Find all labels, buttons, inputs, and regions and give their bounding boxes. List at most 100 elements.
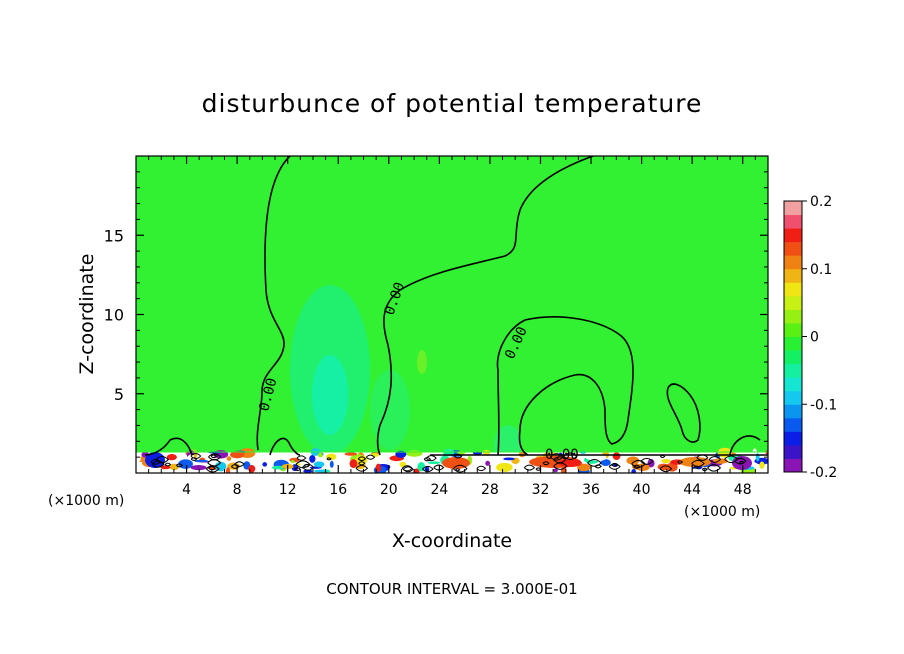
warm-spot xyxy=(417,350,427,374)
surface-contour xyxy=(175,463,184,468)
surface-anomaly xyxy=(193,450,197,459)
surface-contour xyxy=(326,457,332,461)
surface-contour xyxy=(205,465,220,473)
colorbar-swatch xyxy=(784,228,802,243)
x-axis-label: X-coordinate xyxy=(392,530,512,552)
surface-anomaly xyxy=(631,468,636,473)
surface-anomaly xyxy=(309,454,316,463)
surface-contour xyxy=(151,460,165,468)
surface-anomaly xyxy=(561,466,567,473)
surface-anomaly xyxy=(326,453,337,461)
surface-contour xyxy=(542,461,550,466)
colorbar-tick-label: 0 xyxy=(810,330,819,346)
colorbar-swatch xyxy=(784,268,802,283)
x-tick-label: 32 xyxy=(532,482,550,498)
x-axis: 4 8 12 16 20 24 28 32 36 40 44 48 xyxy=(148,156,756,498)
surface-anomaly xyxy=(600,459,611,466)
surface-contour xyxy=(164,462,172,467)
y-tick-label: 15 xyxy=(104,226,124,245)
surface-contour xyxy=(208,466,216,471)
x-tick-label: 44 xyxy=(683,482,701,498)
surface-anomaly xyxy=(215,461,227,472)
surface-contour xyxy=(296,455,307,461)
colorbar-swatch xyxy=(784,214,802,229)
surface-anomaly xyxy=(329,460,334,468)
colorbar-swatch xyxy=(784,377,802,392)
contour-line xyxy=(376,156,594,456)
x-tick-label: 20 xyxy=(380,482,398,498)
surface-anomaly xyxy=(399,461,407,468)
colorbar-swatch xyxy=(784,255,802,270)
surface-anomaly xyxy=(496,462,513,472)
x-axis-unit-left: (×1000 m) xyxy=(48,493,124,509)
surface-anomaly xyxy=(166,454,177,461)
surface-anomaly xyxy=(313,461,325,468)
colorbar-swatch xyxy=(784,241,802,256)
x-tick-label: 12 xyxy=(279,482,297,498)
surface-contour xyxy=(701,467,708,472)
surface-contour xyxy=(355,464,369,472)
surface-anomaly xyxy=(136,454,141,463)
surface-contour xyxy=(155,455,170,464)
surface-contour xyxy=(455,468,461,472)
surface-anomaly xyxy=(405,450,423,457)
surface-contour xyxy=(677,460,684,464)
surface-contour xyxy=(631,459,646,468)
x-tick-label: 4 xyxy=(182,482,191,498)
x-tick-label: 28 xyxy=(481,482,499,498)
surface-contour xyxy=(433,464,445,471)
surface-contour xyxy=(207,459,222,467)
cool-region-center xyxy=(370,370,410,450)
colorbar-swatch xyxy=(784,336,802,351)
surface-anomaly xyxy=(290,460,295,464)
chart-title: disturbunce of potential temperature xyxy=(202,89,703,118)
surface-contour xyxy=(553,462,568,470)
surface-anomaly xyxy=(230,450,245,459)
plot-area: 0.00 0.00 0.00 0.00 xyxy=(136,156,768,473)
contour-line xyxy=(497,369,500,456)
surface-anomaly xyxy=(313,469,328,473)
surface-anomaly xyxy=(395,450,407,458)
surface-contour xyxy=(302,463,315,471)
x-tick-label: 36 xyxy=(582,482,600,498)
colorbar-swatch xyxy=(784,431,802,446)
surface-contour xyxy=(358,461,366,466)
surface-anomaly xyxy=(349,459,358,469)
colorbar-tick-label: -0.2 xyxy=(810,465,837,481)
x-axis-unit-right: (×1000 m) xyxy=(684,504,760,520)
contour-line xyxy=(144,437,193,456)
surface-anomaly xyxy=(635,463,650,472)
surface-contour xyxy=(734,457,747,465)
contour-label: 0.00 xyxy=(545,447,579,463)
surface-contour xyxy=(476,465,487,472)
colorbar-swatch xyxy=(784,295,802,310)
contour-line xyxy=(496,316,634,456)
colorbar: 0.2 0.1 0 -0.1 -0.2 xyxy=(783,194,837,481)
y-axis-label: Z-coordinate xyxy=(76,254,98,375)
y-axis: 5 10 15 xyxy=(104,171,768,458)
surface-anomaly xyxy=(194,459,209,463)
x-tick-label: 40 xyxy=(633,482,651,498)
surface-anomaly xyxy=(661,458,671,464)
colorbar-swatch xyxy=(784,322,802,337)
surface-anomaly xyxy=(226,456,232,461)
cool-plume-left-core xyxy=(312,355,348,435)
surface-anomaly xyxy=(759,461,765,469)
surface-anomaly xyxy=(262,462,268,467)
colorbar-swatch xyxy=(784,282,802,297)
surface-anomaly xyxy=(585,454,603,461)
surface-contour xyxy=(707,464,722,472)
contour-line xyxy=(729,435,761,456)
surface-anomaly xyxy=(371,452,380,457)
surface-anomaly xyxy=(577,463,591,472)
contour-interval: CONTOUR INTERVAL = 3.000E-01 xyxy=(326,580,577,598)
surface-contour xyxy=(190,457,198,461)
surface-contour xyxy=(640,457,654,465)
surface-contour xyxy=(708,456,722,463)
surface-contour xyxy=(425,455,437,462)
colorbar-swatch xyxy=(784,201,802,216)
surface-anomaly xyxy=(427,461,441,465)
surface-contour xyxy=(422,465,434,473)
surface-anomaly xyxy=(271,465,285,470)
